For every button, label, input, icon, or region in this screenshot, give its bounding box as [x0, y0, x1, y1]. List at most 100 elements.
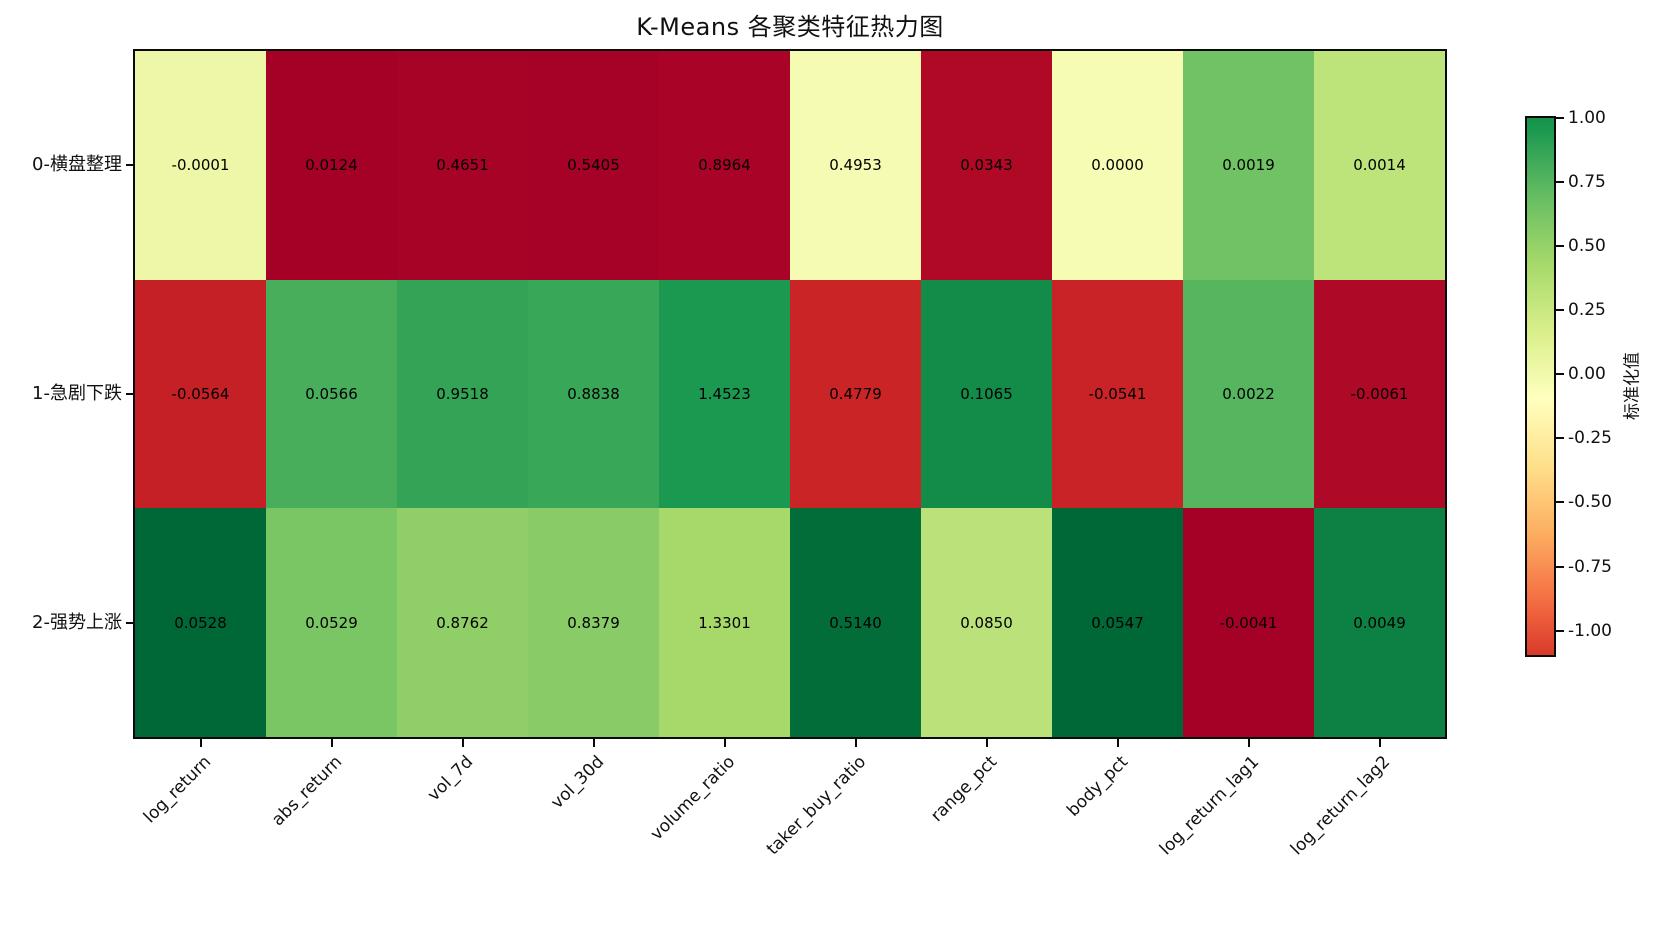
- heatmap-row: -0.0001 0.0124 0.4651 0.5405 0.8964 0.4953 0.0…: [135, 51, 1445, 280]
- cell-value: 0.8964: [698, 156, 751, 175]
- heatmap-cell: 0.0049: [1314, 508, 1445, 738]
- heatmap-cell: 1.3301: [659, 508, 790, 738]
- cell-value: 0.0547: [1091, 613, 1144, 632]
- colorbar-tick-mark: [1556, 565, 1564, 568]
- heatmap-cell: 0.9518: [397, 279, 528, 509]
- cell-value: 0.8838: [567, 385, 620, 403]
- heatmap-cell: 0.0529: [266, 508, 397, 738]
- y-tick-label: 1-急剧下跌: [32, 383, 122, 404]
- heatmap-cell: 1.4523: [659, 279, 790, 509]
- heatmap-cell: 0.4651: [397, 51, 528, 280]
- colorbar-tick-mark: [1556, 309, 1564, 312]
- cell-value: 0.5140: [829, 613, 882, 632]
- colorbar-tick-label: 0.75: [1568, 172, 1606, 193]
- x-tick-mark: [723, 739, 726, 747]
- heatmap-cell: -0.0564: [135, 279, 266, 509]
- heatmap-cell: 0.0343: [921, 51, 1052, 280]
- heatmap-cell: -0.0061: [1314, 279, 1445, 509]
- cell-value: 0.4779: [829, 385, 882, 403]
- x-tick-mark: [854, 739, 857, 747]
- cell-value: 0.1065: [960, 385, 1013, 403]
- cell-value: 0.4953: [829, 156, 882, 175]
- heatmap-cell: 0.0000: [1052, 51, 1183, 280]
- cell-value: -0.0564: [171, 385, 230, 403]
- heatmap-plot-area: -0.0001 0.0124 0.4651 0.5405 0.8964 0.4953 0.0…: [133, 49, 1447, 739]
- colorbar-tick-mark: [1556, 117, 1564, 119]
- y-tick-label: 0-横盘整理: [32, 154, 122, 176]
- cell-value: 0.0022: [1222, 385, 1275, 403]
- colorbar-tick-label: -0.50: [1568, 492, 1612, 513]
- heatmap-cell: 0.8762: [397, 508, 528, 738]
- colorbar-tick-label: -0.25: [1568, 428, 1612, 449]
- y-tick-mark: [126, 393, 135, 395]
- heatmap-cell: -0.0001: [135, 51, 266, 280]
- x-tick-mark: [461, 739, 464, 747]
- heatmap-cell: 0.5140: [790, 508, 921, 738]
- heatmap-cell: 0.0547: [1052, 508, 1183, 738]
- cell-value: 1.4523: [698, 385, 751, 403]
- colorbar-axis-label: 标准化值: [1622, 352, 1643, 420]
- heatmap-cell: 0.0019: [1183, 51, 1314, 280]
- colorbar-tick-label: 0.00: [1568, 364, 1606, 385]
- x-tick-mark: [1116, 739, 1119, 747]
- cell-value: 0.0528: [174, 613, 227, 632]
- cell-value: 0.0850: [960, 613, 1013, 632]
- cell-value: 0.4651: [436, 156, 489, 175]
- heatmap-cell: 0.4953: [790, 51, 921, 280]
- chart-title: K-Means 各聚类特征热力图: [636, 13, 944, 41]
- cell-value: 0.9518: [436, 385, 489, 403]
- cell-value: 0.5405: [567, 156, 620, 175]
- y-tick-label: 2-强势上涨: [32, 611, 122, 633]
- heatmap-cell: 0.8964: [659, 51, 790, 280]
- heatmap-cell: 0.0022: [1183, 279, 1314, 509]
- colorbar-tick-mark: [1556, 373, 1564, 376]
- heatmap-cell: -0.0041: [1183, 508, 1314, 738]
- cell-value: -0.0541: [1088, 385, 1147, 403]
- cell-value: 0.0529: [305, 613, 358, 632]
- y-tick-mark: [126, 621, 135, 624]
- heatmap-cell: 0.8838: [528, 279, 659, 509]
- colorbar: [1525, 116, 1556, 657]
- heatmap-cell: 0.5405: [528, 51, 659, 280]
- x-tick-mark: [1247, 739, 1250, 747]
- cell-value: 0.0124: [305, 156, 358, 175]
- colorbar-tick-label: -0.75: [1568, 556, 1612, 577]
- cell-value: 0.0014: [1353, 156, 1406, 175]
- cell-value: -0.0041: [1219, 613, 1278, 632]
- colorbar-tick-label: 1.00: [1568, 108, 1606, 128]
- cell-value: 0.8379: [567, 613, 620, 632]
- y-tick-mark: [126, 164, 135, 167]
- heatmap-cell: 0.0124: [266, 51, 397, 280]
- cell-value: 0.0019: [1222, 156, 1275, 175]
- cell-value: 0.0000: [1091, 156, 1144, 175]
- heatmap-cell: 0.0014: [1314, 51, 1445, 280]
- heatmap-cell: 0.4779: [790, 279, 921, 509]
- colorbar-tick-label: -1.00: [1568, 620, 1612, 641]
- heatmap-row: 0.0528 0.0529 0.8762 0.8379 1.3301 0.5140 0.08…: [135, 508, 1445, 738]
- heatmap-row: -0.0564 0.0566 0.9518 0.8838 1.4523 0.4779 0.1…: [135, 279, 1445, 509]
- cell-value: -0.0001: [171, 156, 230, 175]
- colorbar-tick-label: 0.25: [1568, 300, 1606, 321]
- cell-value: -0.0061: [1350, 385, 1409, 403]
- heatmap-cell: 0.8379: [528, 508, 659, 738]
- cell-value: 1.3301: [698, 613, 751, 632]
- heatmap-cell: 0.0850: [921, 508, 1052, 738]
- x-tick-mark: [330, 739, 333, 747]
- colorbar-tick-mark: [1556, 629, 1564, 632]
- cell-value: 0.0049: [1353, 613, 1406, 632]
- x-tick-mark: [985, 739, 988, 747]
- colorbar-tick-mark: [1556, 181, 1564, 184]
- colorbar-tick-mark: [1556, 245, 1564, 248]
- cell-value: 0.8762: [436, 613, 489, 632]
- heatmap-cell: -0.0541: [1052, 279, 1183, 509]
- x-tick-mark: [592, 739, 595, 747]
- cell-value: 0.0343: [960, 156, 1013, 175]
- colorbar-tick-mark: [1556, 501, 1564, 504]
- colorbar-tick-mark: [1556, 437, 1564, 440]
- cell-value: 0.0566: [305, 385, 358, 403]
- heatmap-figure: K-Means 各聚类特征热力图 -0.0001 0.0124 0.4651 0.54…: [32, 13, 1643, 860]
- heatmap-cell: 0.0566: [266, 279, 397, 509]
- colorbar-tick-label: 0.50: [1568, 236, 1606, 257]
- heatmap-cell: 0.0528: [135, 508, 266, 738]
- heatmap-cell: 0.1065: [921, 279, 1052, 509]
